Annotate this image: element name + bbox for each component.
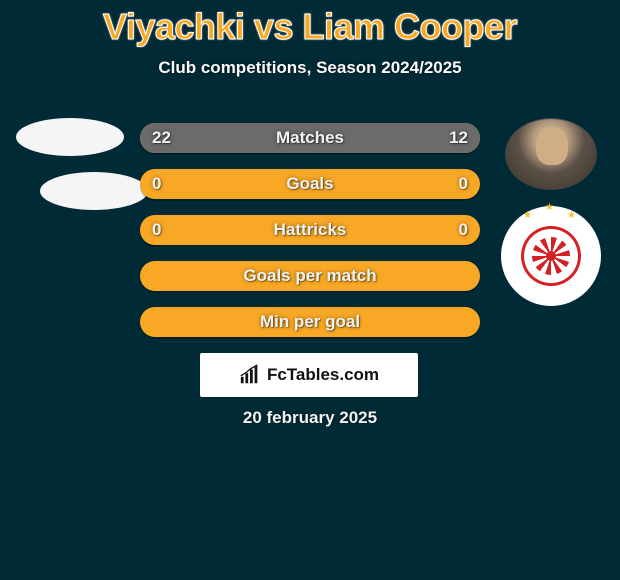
bar-chart-icon — [239, 364, 261, 386]
stat-row-goals: 0 Goals 0 — [140, 169, 480, 199]
stat-label: Hattricks — [140, 215, 480, 245]
stat-value-right: 0 — [459, 169, 468, 199]
brand-badge: FcTables.com — [200, 353, 418, 397]
stat-label: Matches — [140, 123, 480, 153]
date-label: 20 february 2025 — [0, 408, 620, 428]
stat-row-min-per-goal: Min per goal — [140, 307, 480, 337]
stat-row-hattricks: 0 Hattricks 0 — [140, 215, 480, 245]
left-avatar-column — [10, 118, 130, 226]
brand-text: FcTables.com — [267, 365, 379, 385]
stat-label: Goals — [140, 169, 480, 199]
stat-label: Goals per match — [140, 261, 480, 291]
club-badge-placeholder — [40, 172, 148, 210]
right-avatar-column: ★ ★ ★ — [496, 118, 606, 306]
star-icon: ★ — [545, 202, 554, 213]
stat-label: Min per goal — [140, 307, 480, 337]
club-badge: ★ ★ ★ — [501, 206, 601, 306]
page-title: Viyachki vs Liam Cooper — [0, 0, 620, 48]
stat-row-matches: 22 Matches 12 — [140, 123, 480, 153]
stat-value-right: 0 — [459, 215, 468, 245]
star-icon: ★ — [567, 210, 576, 221]
stat-value-right: 12 — [449, 123, 468, 153]
comparison-infographic: Viyachki vs Liam Cooper Club competition… — [0, 0, 620, 580]
subtitle: Club competitions, Season 2024/2025 — [0, 58, 620, 78]
player-photo-placeholder — [16, 118, 124, 156]
player-photo — [505, 118, 597, 190]
star-icon: ★ — [523, 210, 532, 221]
stat-row-goals-per-match: Goals per match — [140, 261, 480, 291]
stats-bars: 22 Matches 12 0 Goals 0 0 Hattricks 0 Go… — [140, 123, 480, 353]
